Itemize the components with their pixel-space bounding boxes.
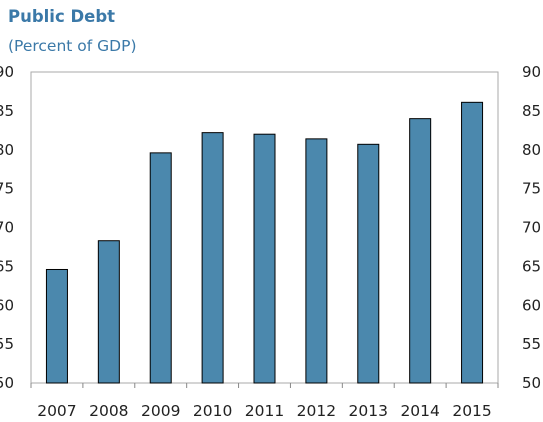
bar-2014 bbox=[409, 118, 432, 384]
y-tick-label-right: 80 bbox=[522, 141, 541, 159]
y-tick-label-left: 75 bbox=[0, 180, 14, 198]
chart-subtitle: (Percent of GDP) bbox=[8, 37, 137, 55]
y-tick-label-right: 55 bbox=[522, 335, 541, 353]
x-tick-label: 2009 bbox=[141, 402, 180, 420]
y-tick-label-left: 65 bbox=[0, 257, 14, 275]
x-tick-label: 2015 bbox=[452, 402, 491, 420]
y-tick-label-left: 80 bbox=[0, 141, 14, 159]
y-tick-label-left: 50 bbox=[0, 374, 14, 392]
y-tick-label-right: 90 bbox=[522, 63, 541, 81]
x-tick-label: 2010 bbox=[193, 402, 232, 420]
x-tick-label: 2013 bbox=[349, 402, 388, 420]
y-tick-label-left: 55 bbox=[0, 335, 14, 353]
x-tick-label: 2014 bbox=[400, 402, 439, 420]
x-tick-label: 2011 bbox=[245, 402, 284, 420]
y-tick-label-right: 50 bbox=[522, 374, 541, 392]
x-tick-label: 2012 bbox=[297, 402, 336, 420]
chart-title: Public Debt bbox=[8, 7, 115, 26]
bar-2011 bbox=[253, 133, 276, 384]
x-axis-tick-marks bbox=[30, 383, 499, 388]
bar-2012 bbox=[305, 138, 328, 384]
bar-2008 bbox=[97, 240, 120, 384]
x-tick-label: 2008 bbox=[89, 402, 128, 420]
bar-2010 bbox=[201, 132, 224, 384]
y-tick-label-left: 85 bbox=[0, 102, 14, 120]
bar-2009 bbox=[149, 152, 172, 384]
y-tick-label-left: 70 bbox=[0, 219, 14, 237]
y-tick-label-right: 60 bbox=[522, 296, 541, 314]
y-tick-label-right: 65 bbox=[522, 257, 541, 275]
bar-2013 bbox=[357, 143, 380, 384]
y-tick-label-right: 70 bbox=[522, 219, 541, 237]
y-tick-label-right: 85 bbox=[522, 102, 541, 120]
bar-series bbox=[45, 101, 484, 384]
y-tick-label-right: 75 bbox=[522, 180, 541, 198]
right-y-axis-tick-labels: 50 55 60 65 70 75 80 85 90 bbox=[522, 63, 541, 392]
bar-2015 bbox=[461, 101, 484, 384]
y-tick-label-left: 60 bbox=[0, 296, 14, 314]
bar-2007 bbox=[45, 268, 68, 384]
y-tick-label-left: 90 bbox=[0, 63, 14, 81]
x-axis-tick-labels: 2007 2008 2009 2010 2011 2012 2013 2014 2015 bbox=[37, 402, 492, 420]
left-y-axis-tick-labels: 50 55 60 65 70 75 80 85 90 bbox=[0, 63, 14, 392]
x-tick-label: 2007 bbox=[37, 402, 76, 420]
